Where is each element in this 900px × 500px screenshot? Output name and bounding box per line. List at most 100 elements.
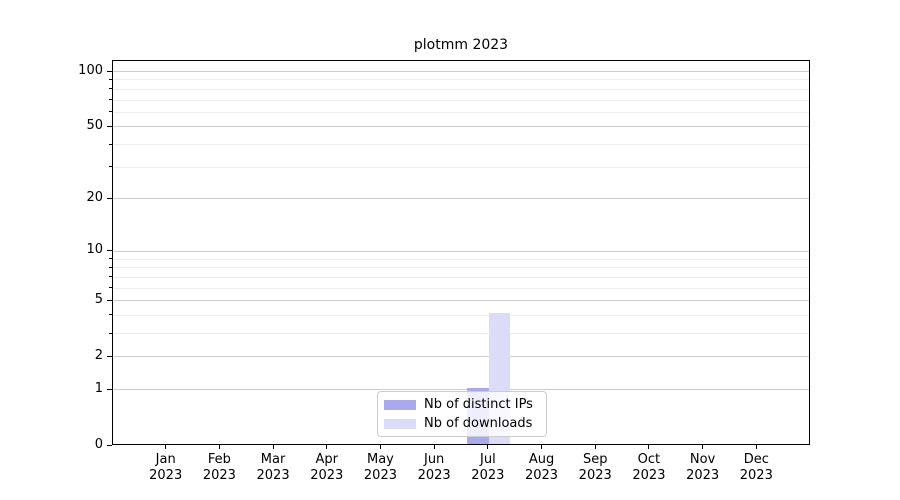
- x-tick-mark: [648, 445, 650, 449]
- chart-title: plotmm 2023: [413, 37, 509, 53]
- legend-label-distinct-ips: Nb of distinct IPs: [424, 397, 533, 412]
- y-gridline-minor: [113, 166, 809, 168]
- y-gridline-minor: [113, 258, 809, 260]
- x-tick-year: 2023: [256, 468, 290, 483]
- y-tick-label: 2: [94, 347, 103, 363]
- y-gridline-major: [113, 198, 809, 200]
- x-tick-mark: [165, 445, 167, 449]
- y-tick-mark: [107, 125, 112, 127]
- x-tick-year: 2023: [524, 468, 559, 483]
- x-tick-month: May: [367, 452, 394, 467]
- x-tick-mark: [702, 445, 704, 449]
- x-tick-month: Aug: [528, 452, 555, 467]
- x-tick-mark: [433, 445, 435, 449]
- x-tick-label: May 2023: [353, 452, 407, 484]
- x-tick-month: Feb: [207, 452, 231, 467]
- y-minor-tick-mark: [109, 266, 112, 268]
- y-minor-tick-mark: [109, 276, 112, 278]
- y-gridline-major: [113, 250, 809, 252]
- x-tick-label: Jun 2023: [407, 452, 461, 484]
- legend-item-downloads: Nb of downloads: [378, 415, 546, 432]
- x-tick-mark: [326, 445, 328, 449]
- x-tick-label: Feb 2023: [192, 452, 246, 484]
- y-minor-tick-mark: [109, 143, 112, 145]
- y-gridline-minor: [113, 276, 809, 278]
- y-minor-tick-mark: [109, 78, 112, 80]
- y-tick-label: 5: [94, 291, 103, 307]
- y-minor-tick-mark: [109, 166, 112, 168]
- x-tick-month: Mar: [260, 452, 286, 467]
- x-tick-month: Jun: [423, 452, 445, 467]
- y-gridline-minor: [113, 88, 809, 90]
- plot-area: [112, 60, 810, 445]
- x-tick-mark: [218, 445, 220, 449]
- x-tick-mark: [379, 445, 381, 449]
- y-tick-mark: [107, 445, 112, 446]
- x-tick-label: Dec 2023: [729, 452, 783, 484]
- x-tick-label: Nov 2023: [676, 452, 730, 484]
- legend-swatch-distinct-ips: [384, 399, 416, 410]
- legend-item-distinct-ips: Nb of distinct IPs: [378, 396, 546, 413]
- y-minor-tick-mark: [109, 111, 112, 113]
- x-tick-mark: [541, 445, 543, 449]
- y-minor-tick-mark: [109, 258, 112, 260]
- x-tick-month: Oct: [637, 452, 661, 467]
- y-gridline-minor: [113, 333, 809, 335]
- y-minor-tick-mark: [109, 332, 112, 334]
- y-tick-label: 20: [86, 189, 103, 205]
- x-tick-mark: [272, 445, 274, 449]
- x-tick-year: 2023: [739, 468, 773, 483]
- y-tick-label: 10: [86, 242, 103, 258]
- x-tick-label: Jul 2023: [461, 452, 515, 484]
- y-gridline-minor: [113, 314, 809, 316]
- y-gridline-major: [113, 71, 809, 73]
- x-tick-month: Apr: [315, 452, 339, 467]
- y-tick-mark: [107, 355, 112, 357]
- x-tick-year: 2023: [578, 468, 612, 483]
- x-tick-month: Jul: [480, 452, 496, 467]
- x-tick-label: Oct 2023: [622, 452, 676, 484]
- x-tick-label: Aug 2023: [515, 452, 569, 484]
- x-tick-mark: [594, 445, 596, 449]
- y-minor-tick-mark: [109, 314, 112, 316]
- x-tick-label: Mar 2023: [246, 452, 300, 484]
- y-tick-mark: [107, 70, 112, 72]
- y-tick-label: 100: [78, 62, 103, 78]
- y-tick-mark: [107, 388, 112, 390]
- x-tick-label: Sep 2023: [568, 452, 622, 484]
- x-tick-year: 2023: [363, 468, 397, 483]
- x-tick-year: 2023: [202, 468, 236, 483]
- y-tick-label: 0: [94, 437, 103, 452]
- x-tick-label: Jan 2023: [139, 452, 193, 484]
- y-minor-tick-mark: [109, 287, 112, 289]
- x-tick-month: Nov: [689, 452, 716, 467]
- y-gridline-major: [113, 356, 809, 358]
- x-tick-mark: [755, 445, 757, 449]
- x-tick-label: Apr 2023: [300, 452, 354, 484]
- x-tick-year: 2023: [417, 468, 451, 483]
- x-tick-year: 2023: [149, 468, 183, 483]
- y-gridline-minor: [113, 79, 809, 81]
- y-tick-mark: [107, 299, 112, 301]
- x-tick-mark: [487, 445, 489, 449]
- y-tick-mark: [107, 250, 112, 252]
- x-tick-month: Dec: [743, 452, 769, 467]
- x-tick-month: Jan: [155, 452, 176, 467]
- x-tick-year: 2023: [686, 468, 720, 483]
- y-gridline-major: [113, 126, 809, 128]
- x-tick-year: 2023: [471, 468, 505, 483]
- y-tick-label: 1: [94, 380, 103, 396]
- y-gridline-minor: [113, 99, 809, 101]
- y-minor-tick-mark: [109, 99, 112, 101]
- y-tick-mark: [107, 197, 112, 199]
- y-tick-label: 50: [86, 117, 103, 133]
- x-tick-year: 2023: [310, 468, 344, 483]
- x-tick-year: 2023: [632, 468, 666, 483]
- y-gridline-minor: [113, 267, 809, 269]
- y-gridline-minor: [113, 287, 809, 289]
- legend: Nb of distinct IPs Nb of downloads: [377, 391, 547, 437]
- y-minor-tick-mark: [109, 88, 112, 90]
- legend-swatch-downloads: [384, 418, 416, 429]
- x-tick-month: Sep: [582, 452, 608, 467]
